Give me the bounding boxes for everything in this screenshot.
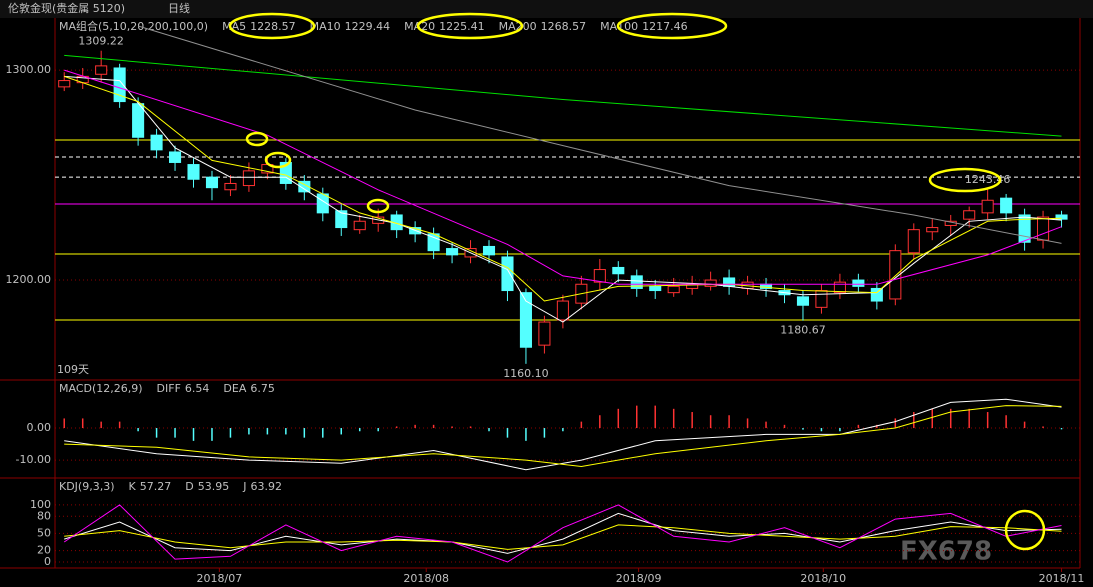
candle-body <box>926 227 939 233</box>
y-tick-label: 0.00 <box>27 421 52 434</box>
candle-body <box>907 229 920 254</box>
legend-value: 1229.44 <box>345 20 391 33</box>
legend-name: MA200 <box>499 20 537 33</box>
top-bar <box>0 0 1093 18</box>
y-tick-label: 0 <box>44 555 51 568</box>
candle-body <box>870 287 883 302</box>
candle-body <box>519 292 532 348</box>
indicator-line <box>63 504 1062 563</box>
candle-body <box>482 245 496 256</box>
candle-body <box>630 275 643 289</box>
candle-body <box>113 67 126 103</box>
legend-name: MA10 <box>310 20 341 33</box>
panel-title: MACD(12,26,9) <box>59 382 143 395</box>
candle-body <box>298 180 311 193</box>
candle-body <box>538 321 551 346</box>
day-count: 109天 <box>57 363 89 376</box>
period[interactable]: 日线 <box>168 1 190 15</box>
x-tick-label: 2018/10 <box>800 572 846 585</box>
y-tick-label: -10.00 <box>16 453 51 466</box>
y-tick-label: 1300.00 <box>6 63 52 76</box>
candle-body <box>205 176 219 189</box>
legend-value: 1268.57 <box>541 20 587 33</box>
legend-name: K <box>129 480 137 493</box>
highlight-circles <box>228 12 1046 551</box>
legend-name: D <box>185 480 193 493</box>
indicator-line <box>64 405 1062 468</box>
candle-body <box>224 182 237 191</box>
legend-value: 63.92 <box>250 480 282 493</box>
x-tick-label: 2018/08 <box>403 572 449 585</box>
candle-body <box>150 134 163 151</box>
candle-body <box>815 290 828 308</box>
candle-body <box>446 248 459 256</box>
y-tick-label: 80 <box>37 509 51 522</box>
candle-body <box>852 279 865 287</box>
indicator-line <box>137 25 1062 244</box>
plot-area: 1300.00 1200.00 MA组合(5,10,20,200,100,0) MA5… <box>0 18 1084 585</box>
y-tick-label: 1200.00 <box>6 273 52 286</box>
indicator-line <box>64 398 1062 471</box>
legend-value: 57.27 <box>140 480 172 493</box>
indicator-line <box>64 524 1062 550</box>
candle-body <box>704 279 717 287</box>
indicator-line <box>64 69 1062 285</box>
legend-name: MA20 <box>404 20 435 33</box>
candle-body <box>963 210 976 220</box>
candle-body <box>353 220 366 231</box>
legend-value: 1225.41 <box>439 20 485 33</box>
candle-body <box>593 269 606 283</box>
candle-body <box>649 285 662 292</box>
y-tick-label: 20 <box>37 544 51 557</box>
candle-body <box>556 300 569 321</box>
indicator-line <box>64 54 1062 137</box>
candle-body <box>501 256 514 292</box>
y-tick-label: 100 <box>30 498 51 511</box>
y-tick-label: 50 <box>37 526 51 539</box>
candle-body <box>796 296 810 306</box>
panel-title: KDJ(9,3,3) <box>59 480 115 493</box>
candle-body <box>612 266 625 275</box>
candle-body <box>889 250 902 300</box>
indicator-line <box>64 512 1062 554</box>
candle-body <box>1037 216 1050 241</box>
legend-value: 1228.57 <box>250 20 296 33</box>
x-tick-label: 2018/09 <box>616 572 662 585</box>
price-annotation: 1180.67 <box>780 324 826 337</box>
legend-value: 6.54 <box>185 382 210 395</box>
legend-value: 6.75 <box>250 382 275 395</box>
legend-name: MA5 <box>222 20 246 33</box>
x-tick-label: 2018/11 <box>1039 572 1085 585</box>
candle-body <box>1000 197 1013 214</box>
candle-body <box>981 199 994 214</box>
x-tick-label: 2018/07 <box>197 572 243 585</box>
candle-body <box>95 65 108 75</box>
watermark: FX678 <box>900 537 992 567</box>
candle-body <box>279 161 292 184</box>
price-annotation: 1160.10 <box>503 367 549 380</box>
legend-name: DEA <box>223 382 246 395</box>
price-annotation: 1309.22 <box>78 35 124 48</box>
candle-body <box>667 285 680 294</box>
indicator-line <box>64 75 1062 323</box>
candle-body <box>833 281 846 294</box>
candle-body <box>132 103 145 138</box>
legend-value: 1217.46 <box>642 20 688 33</box>
candle-body <box>1018 214 1031 243</box>
panel-title: MA组合(5,10,20,200,100,0) <box>59 19 208 33</box>
candle-body <box>1055 214 1068 220</box>
legend-name: DIFF <box>157 382 181 395</box>
legend-value: 53.95 <box>198 480 230 493</box>
candle-body <box>242 170 255 187</box>
candle-body <box>335 210 348 229</box>
candle-body <box>169 151 182 163</box>
candle-body <box>58 80 71 88</box>
symbol[interactable]: 伦敦金现(贵金属 5120) <box>8 1 125 15</box>
indicator-line <box>64 75 1062 302</box>
legend-name: J <box>242 480 246 493</box>
candle-body <box>187 164 200 180</box>
price-annotation: 1243.46 <box>965 173 1011 186</box>
